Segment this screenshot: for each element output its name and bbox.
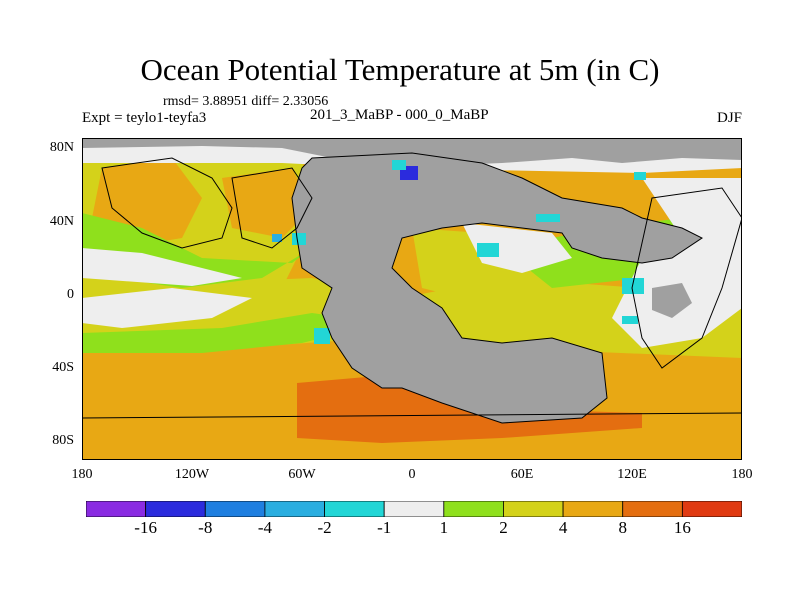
land-main-continent	[292, 153, 702, 423]
experiment-label: Expt = teylo1-teyfa3	[82, 110, 207, 126]
colorbar	[86, 501, 742, 517]
colorbar-swatch-5	[383, 501, 445, 517]
region-1-2-band-south	[82, 313, 382, 353]
coastline-main	[291, 152, 703, 424]
lon-label-60e: 60E	[510, 467, 534, 482]
lat-label-40s: 40S	[52, 360, 74, 375]
colorbar-tick-label: -4	[257, 518, 272, 537]
colorbar-tick-label: -1	[377, 518, 392, 537]
season-label: DJF	[716, 110, 742, 126]
colorbar-swatch-9	[622, 501, 683, 517]
region-4-8-north-atlantic	[222, 168, 312, 238]
colorbar-swatch-10	[681, 501, 742, 517]
lon-label-180e: 180	[731, 467, 753, 482]
cool-patch-cyan-1	[392, 160, 406, 170]
lat-label-0: 0	[67, 287, 74, 302]
cool-patch-cyan-8	[477, 243, 499, 257]
cool-patch-cyan-2	[536, 214, 560, 222]
cool-patch-cyan-3	[634, 172, 646, 180]
region-near-zero-equatorial	[82, 288, 252, 328]
colorbar-tick-label: 16	[673, 518, 691, 537]
coastlines	[82, 152, 742, 424]
cool-patch-cyan-7	[292, 233, 306, 245]
colorbar-tick-label: 2	[499, 518, 508, 537]
cool-patch-cyan-5	[622, 316, 638, 324]
land-island-east	[652, 283, 692, 318]
colorbar-tick-label: -8	[198, 518, 213, 537]
colorbar-tick-label: 1	[439, 518, 449, 537]
region-near-zero-pacific	[82, 248, 242, 286]
colorbar-swatch-2	[204, 501, 266, 517]
colorbar-tick-label: 4	[558, 518, 568, 537]
lat-label-80s: 80S	[52, 433, 74, 448]
colorbar-tick-label: -2	[317, 518, 332, 537]
lat-label-80n: 80N	[49, 140, 74, 155]
region-near-zero-indian	[462, 223, 572, 273]
coastline-south	[82, 412, 742, 419]
cool-patch-light-blue	[272, 234, 282, 242]
map-frame	[82, 138, 742, 460]
colorbar-swatch-1	[145, 501, 206, 517]
lon-label-0: 0	[408, 467, 416, 482]
colorbar-tick-label: -16	[134, 518, 157, 537]
colorbar-swatch-0	[86, 501, 147, 517]
colorbar-tick-label: 8	[618, 518, 627, 537]
lon-label-120w: 120W	[174, 467, 210, 482]
cool-patch-cyan-4	[622, 278, 644, 294]
colorbar-swatch-7	[503, 501, 564, 517]
colorbar-swatch-3	[264, 501, 325, 517]
coastline-atlantic	[231, 167, 313, 249]
lon-label-180w: 180	[71, 467, 93, 482]
rmsd-diff-stats: rmsd= 3.88951 diff= 2.33056	[163, 94, 329, 109]
chart-title: Ocean Potential Temperature at 5m (in C)	[140, 52, 660, 87]
temperature-map	[82, 138, 742, 460]
colorbar-swatch-4	[324, 501, 385, 517]
case-id-label: 201_3_MaBP - 000_0_MaBP	[310, 107, 489, 123]
cool-patch-cyan-6	[314, 328, 330, 344]
colorbar-swatch-6	[443, 501, 504, 517]
region-near-zero-east	[612, 178, 742, 348]
colorbar-swatch-8	[562, 501, 624, 517]
coastline-north-pacific	[101, 157, 233, 249]
lat-label-40n: 40N	[49, 214, 74, 229]
lon-label-60w: 60W	[288, 467, 316, 482]
coastline-east	[631, 187, 742, 369]
lon-label-120e: 120E	[617, 467, 647, 482]
